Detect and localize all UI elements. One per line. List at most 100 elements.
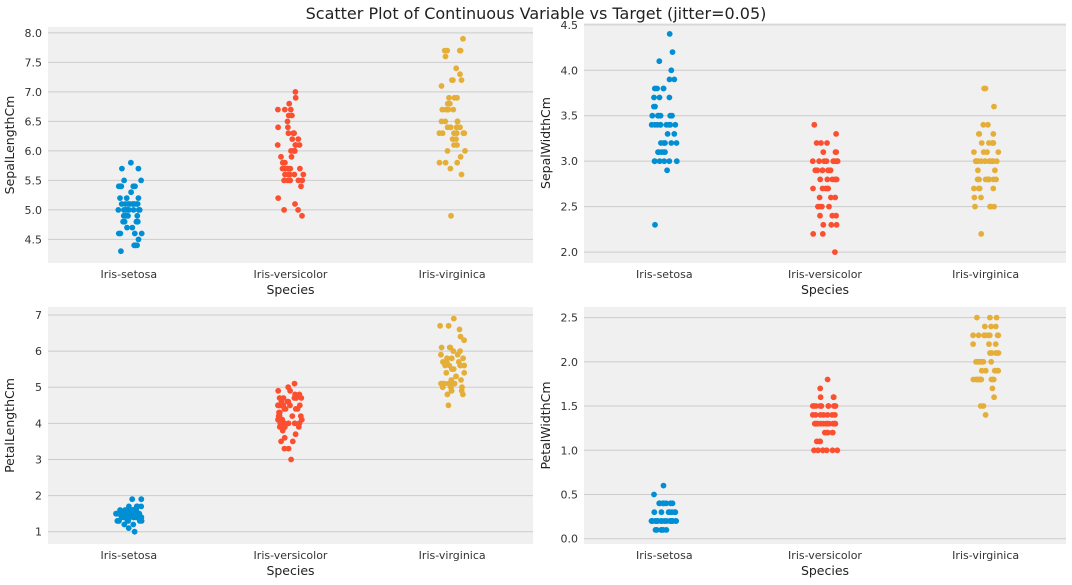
data-point: [280, 395, 287, 401]
data-point: [658, 518, 664, 524]
data-point: [985, 176, 992, 183]
data-point: [826, 203, 832, 210]
data-point: [671, 131, 678, 137]
data-point: [819, 167, 826, 174]
data-point: [447, 344, 454, 351]
data-point: [656, 158, 663, 165]
data-point: [458, 171, 465, 178]
data-point: [822, 185, 829, 192]
data-point: [281, 106, 288, 113]
data-point: [673, 140, 680, 146]
data-point: [129, 496, 136, 503]
data-point: [813, 403, 819, 409]
data-point: [449, 77, 455, 83]
data-point: [668, 509, 675, 516]
data-point: [824, 176, 831, 183]
data-point: [829, 447, 836, 454]
data-point: [281, 445, 288, 452]
data-point: [651, 94, 657, 101]
data-point: [658, 140, 664, 146]
data-point: [444, 391, 451, 398]
data-point: [990, 176, 997, 183]
data-point: [299, 212, 305, 219]
data-point: [832, 194, 839, 201]
data-point: [829, 429, 836, 436]
x-tick-label: Iris-setosa: [636, 268, 693, 281]
subplot-4: 0.0 0.5 1.0 1.5 2.0 2.5 Iris-setosa Iris-versic…: [538, 307, 1066, 578]
data-point: [294, 406, 301, 412]
data-point: [448, 212, 454, 219]
data-point: [134, 212, 141, 219]
data-point: [133, 507, 140, 513]
data-point: [114, 518, 121, 524]
x-axis-label: Species: [801, 563, 849, 578]
data-point: [666, 121, 672, 128]
data-point: [816, 194, 823, 201]
data-point: [809, 158, 816, 165]
data-point: [281, 434, 288, 441]
data-point: [830, 394, 837, 401]
data-point: [292, 201, 298, 207]
data-point: [673, 158, 680, 165]
data-point: [285, 124, 291, 131]
x-axis-label: Species: [801, 282, 849, 297]
data-point: [461, 362, 467, 369]
data-point: [666, 94, 673, 101]
data-point: [816, 438, 823, 445]
y-tick-label: 2: [35, 490, 42, 503]
data-point: [445, 106, 452, 113]
data-point: [442, 118, 449, 125]
data-point: [295, 424, 302, 430]
data-point: [817, 412, 824, 418]
y-tick-label: 4.0: [561, 64, 579, 77]
data-point: [443, 369, 450, 376]
data-point: [817, 385, 824, 392]
data-point: [130, 207, 137, 213]
data-point: [115, 207, 122, 213]
data-point: [661, 158, 668, 165]
data-point: [457, 71, 463, 78]
data-point: [986, 332, 993, 339]
data-point: [131, 201, 137, 207]
data-point: [816, 158, 822, 165]
y-tick-label: 7: [35, 309, 42, 322]
data-point: [121, 177, 127, 184]
data-point: [815, 447, 821, 454]
data-point: [823, 158, 830, 165]
y-tick-label: 6: [35, 345, 42, 358]
data-point: [275, 195, 282, 202]
data-point: [130, 521, 137, 528]
data-point: [988, 358, 995, 365]
data-point: [453, 65, 460, 72]
y-tick-label: 1: [35, 526, 42, 539]
data-point: [994, 332, 1001, 339]
data-point: [989, 385, 996, 392]
data-point: [671, 76, 678, 83]
data-point: [291, 380, 298, 387]
data-point: [441, 47, 448, 54]
data-point: [651, 491, 657, 498]
data-point: [813, 140, 820, 146]
data-point: [449, 136, 456, 143]
data-point: [978, 231, 985, 237]
data-point: [292, 431, 299, 438]
data-point: [824, 412, 831, 418]
data-point: [118, 514, 125, 521]
y-tick-label: 1.5: [561, 400, 579, 413]
data-point: [654, 121, 661, 128]
data-point: [118, 248, 124, 255]
data-point: [975, 167, 981, 174]
data-point: [136, 207, 143, 213]
data-point: [978, 194, 984, 201]
data-point: [811, 447, 817, 454]
data-point: [445, 402, 452, 409]
data-point: [458, 377, 464, 383]
data-point: [975, 185, 982, 192]
data-point: [820, 149, 827, 156]
x-tick-label: Iris-virginica: [952, 549, 1019, 562]
data-point: [669, 49, 676, 55]
data-point: [826, 167, 833, 174]
data-point: [972, 203, 978, 210]
data-point: [460, 391, 466, 398]
data-point: [819, 447, 826, 454]
